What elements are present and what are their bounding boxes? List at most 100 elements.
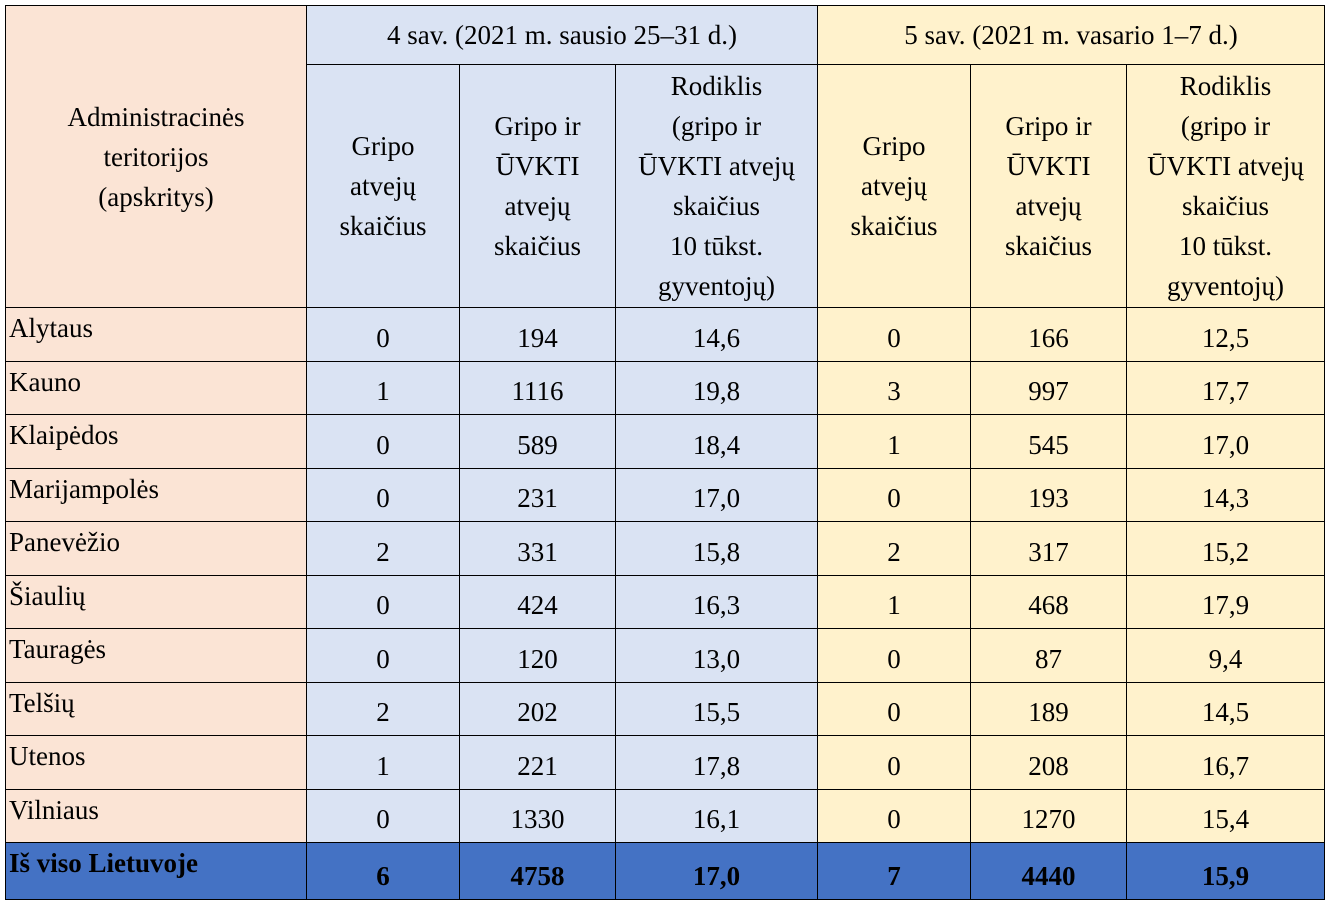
total-w4-rate: 17,0 [615,842,818,900]
region-name: Panevėžio [5,521,307,576]
w4-flu-ari-cases: 231 [459,467,616,522]
w4-flu-ari-cases: 589 [459,414,616,469]
w5-rate: 16,7 [1126,735,1325,790]
total-row: Iš viso Lietuvoje 6 4758 17,0 7 4440 15,… [5,842,1325,900]
w5-flu-ari-cases: 193 [970,467,1127,522]
w4-rate: 17,8 [615,735,818,790]
w5-rate: 17,7 [1126,360,1325,415]
total-label: Iš viso Lietuvoje [5,842,307,900]
w5-rate: 15,4 [1126,788,1325,843]
w5-rate: 17,0 [1126,414,1325,469]
w4-rate: 18,4 [615,414,818,469]
header-w5-flu-cases: Gripo atvejų skaičius [817,64,971,308]
w5-flu-ari-cases: 1270 [970,788,1127,843]
table-row: Utenos 1 221 17,8 0 208 16,7 [5,735,1325,790]
region-name: Šiaulių [5,574,307,629]
region-name: Tauragės [5,628,307,683]
table-row: Marijampolės 0 231 17,0 0 193 14,3 [5,467,1325,522]
w4-rate: 13,0 [615,628,818,683]
table-row: Alytaus 0 194 14,6 0 166 12,5 [5,307,1325,362]
table-row: Šiaulių 0 424 16,3 1 468 17,9 [5,574,1325,629]
header-admin-territories: Administracinės teritorijos (apskritys) [5,5,307,308]
region-name: Telšių [5,681,307,736]
w5-rate: 12,5 [1126,307,1325,362]
w4-flu-ari-cases: 194 [459,307,616,362]
w5-flu-cases: 1 [817,414,971,469]
w4-flu-ari-cases: 120 [459,628,616,683]
w4-rate: 14,6 [615,307,818,362]
region-name: Klaipėdos [5,414,307,469]
region-name: Vilniaus [5,788,307,843]
w4-rate: 15,8 [615,521,818,576]
w4-flu-ari-cases: 221 [459,735,616,790]
w4-flu-cases: 1 [306,360,460,415]
w4-rate: 17,0 [615,467,818,522]
w5-rate: 17,9 [1126,574,1325,629]
header-row-weeks: Administracinės teritorijos (apskritys) … [5,5,1325,308]
w4-flu-ari-cases: 1116 [459,360,616,415]
w5-flu-cases: 0 [817,628,971,683]
header-w4-flu-ari-cases: Gripo ir ŪVKTI atvejų skaičius [459,64,616,308]
total-w5-flu: 7 [817,842,971,900]
w5-rate: 14,5 [1126,681,1325,736]
w5-flu-cases: 0 [817,681,971,736]
w4-flu-cases: 0 [306,574,460,629]
w5-flu-cases: 3 [817,360,971,415]
w5-flu-ari-cases: 166 [970,307,1127,362]
w5-flu-ari-cases: 189 [970,681,1127,736]
total-w4-flu: 6 [306,842,460,900]
w5-flu-cases: 1 [817,574,971,629]
w4-rate: 16,1 [615,788,818,843]
total-w5-rate: 15,9 [1126,842,1325,900]
table-row: Tauragės 0 120 13,0 0 87 9,4 [5,628,1325,683]
w5-flu-cases: 0 [817,735,971,790]
w4-flu-cases: 2 [306,521,460,576]
w4-flu-cases: 0 [306,628,460,683]
region-name: Kauno [5,360,307,415]
flu-table-container: Administracinės teritorijos (apskritys) … [5,5,1325,900]
header-w5-flu-ari-cases: Gripo ir ŪVKTI atvejų skaičius [970,64,1127,308]
flu-statistics-table: Administracinės teritorijos (apskritys) … [5,5,1325,900]
w4-flu-ari-cases: 1330 [459,788,616,843]
region-name: Alytaus [5,307,307,362]
table-row: Klaipėdos 0 589 18,4 1 545 17,0 [5,414,1325,469]
w5-flu-ari-cases: 208 [970,735,1127,790]
header-week4: 4 sav. (2021 m. sausio 25–31 d.) [306,5,818,65]
w4-flu-cases: 1 [306,735,460,790]
w4-rate: 16,3 [615,574,818,629]
table-row: Telšių 2 202 15,5 0 189 14,5 [5,681,1325,736]
w4-flu-cases: 2 [306,681,460,736]
w4-flu-ari-cases: 424 [459,574,616,629]
w4-flu-cases: 0 [306,414,460,469]
w5-flu-cases: 0 [817,788,971,843]
w5-flu-ari-cases: 468 [970,574,1127,629]
w5-flu-ari-cases: 317 [970,521,1127,576]
w4-flu-cases: 0 [306,307,460,362]
w5-flu-ari-cases: 545 [970,414,1127,469]
w4-rate: 15,5 [615,681,818,736]
w4-rate: 19,8 [615,360,818,415]
w5-rate: 14,3 [1126,467,1325,522]
w4-flu-cases: 0 [306,467,460,522]
w4-flu-cases: 0 [306,788,460,843]
w5-flu-cases: 0 [817,307,971,362]
region-name: Marijampolės [5,467,307,522]
total-w4-total: 4758 [459,842,616,900]
table-row: Kauno 1 1116 19,8 3 997 17,7 [5,360,1325,415]
header-w5-rate: Rodiklis (gripo ir ŪVKTI atvejų skaičius… [1126,64,1325,308]
w5-flu-ari-cases: 87 [970,628,1127,683]
w5-flu-cases: 2 [817,521,971,576]
total-w5-total: 4440 [970,842,1127,900]
w5-rate: 15,2 [1126,521,1325,576]
w5-rate: 9,4 [1126,628,1325,683]
header-row-columns: Gripo atvejų skaičius Gripo ir ŪVKTI atv… [6,64,1325,308]
w4-flu-ari-cases: 331 [459,521,616,576]
table-row: Vilniaus 0 1330 16,1 0 1270 15,4 [5,788,1325,843]
w5-flu-cases: 0 [817,467,971,522]
header-w4-rate: Rodiklis (gripo ir ŪVKTI atvejų skaičius… [615,64,818,308]
w4-flu-ari-cases: 202 [459,681,616,736]
header-week5: 5 sav. (2021 m. vasario 1–7 d.) [817,5,1325,65]
w5-flu-ari-cases: 997 [970,360,1127,415]
data-rows: Alytaus 0 194 14,6 0 166 12,5 Kauno 1 1116 19,8 3 99… [5,307,1325,843]
header-w4-flu-cases: Gripo atvejų skaičius [306,64,460,308]
